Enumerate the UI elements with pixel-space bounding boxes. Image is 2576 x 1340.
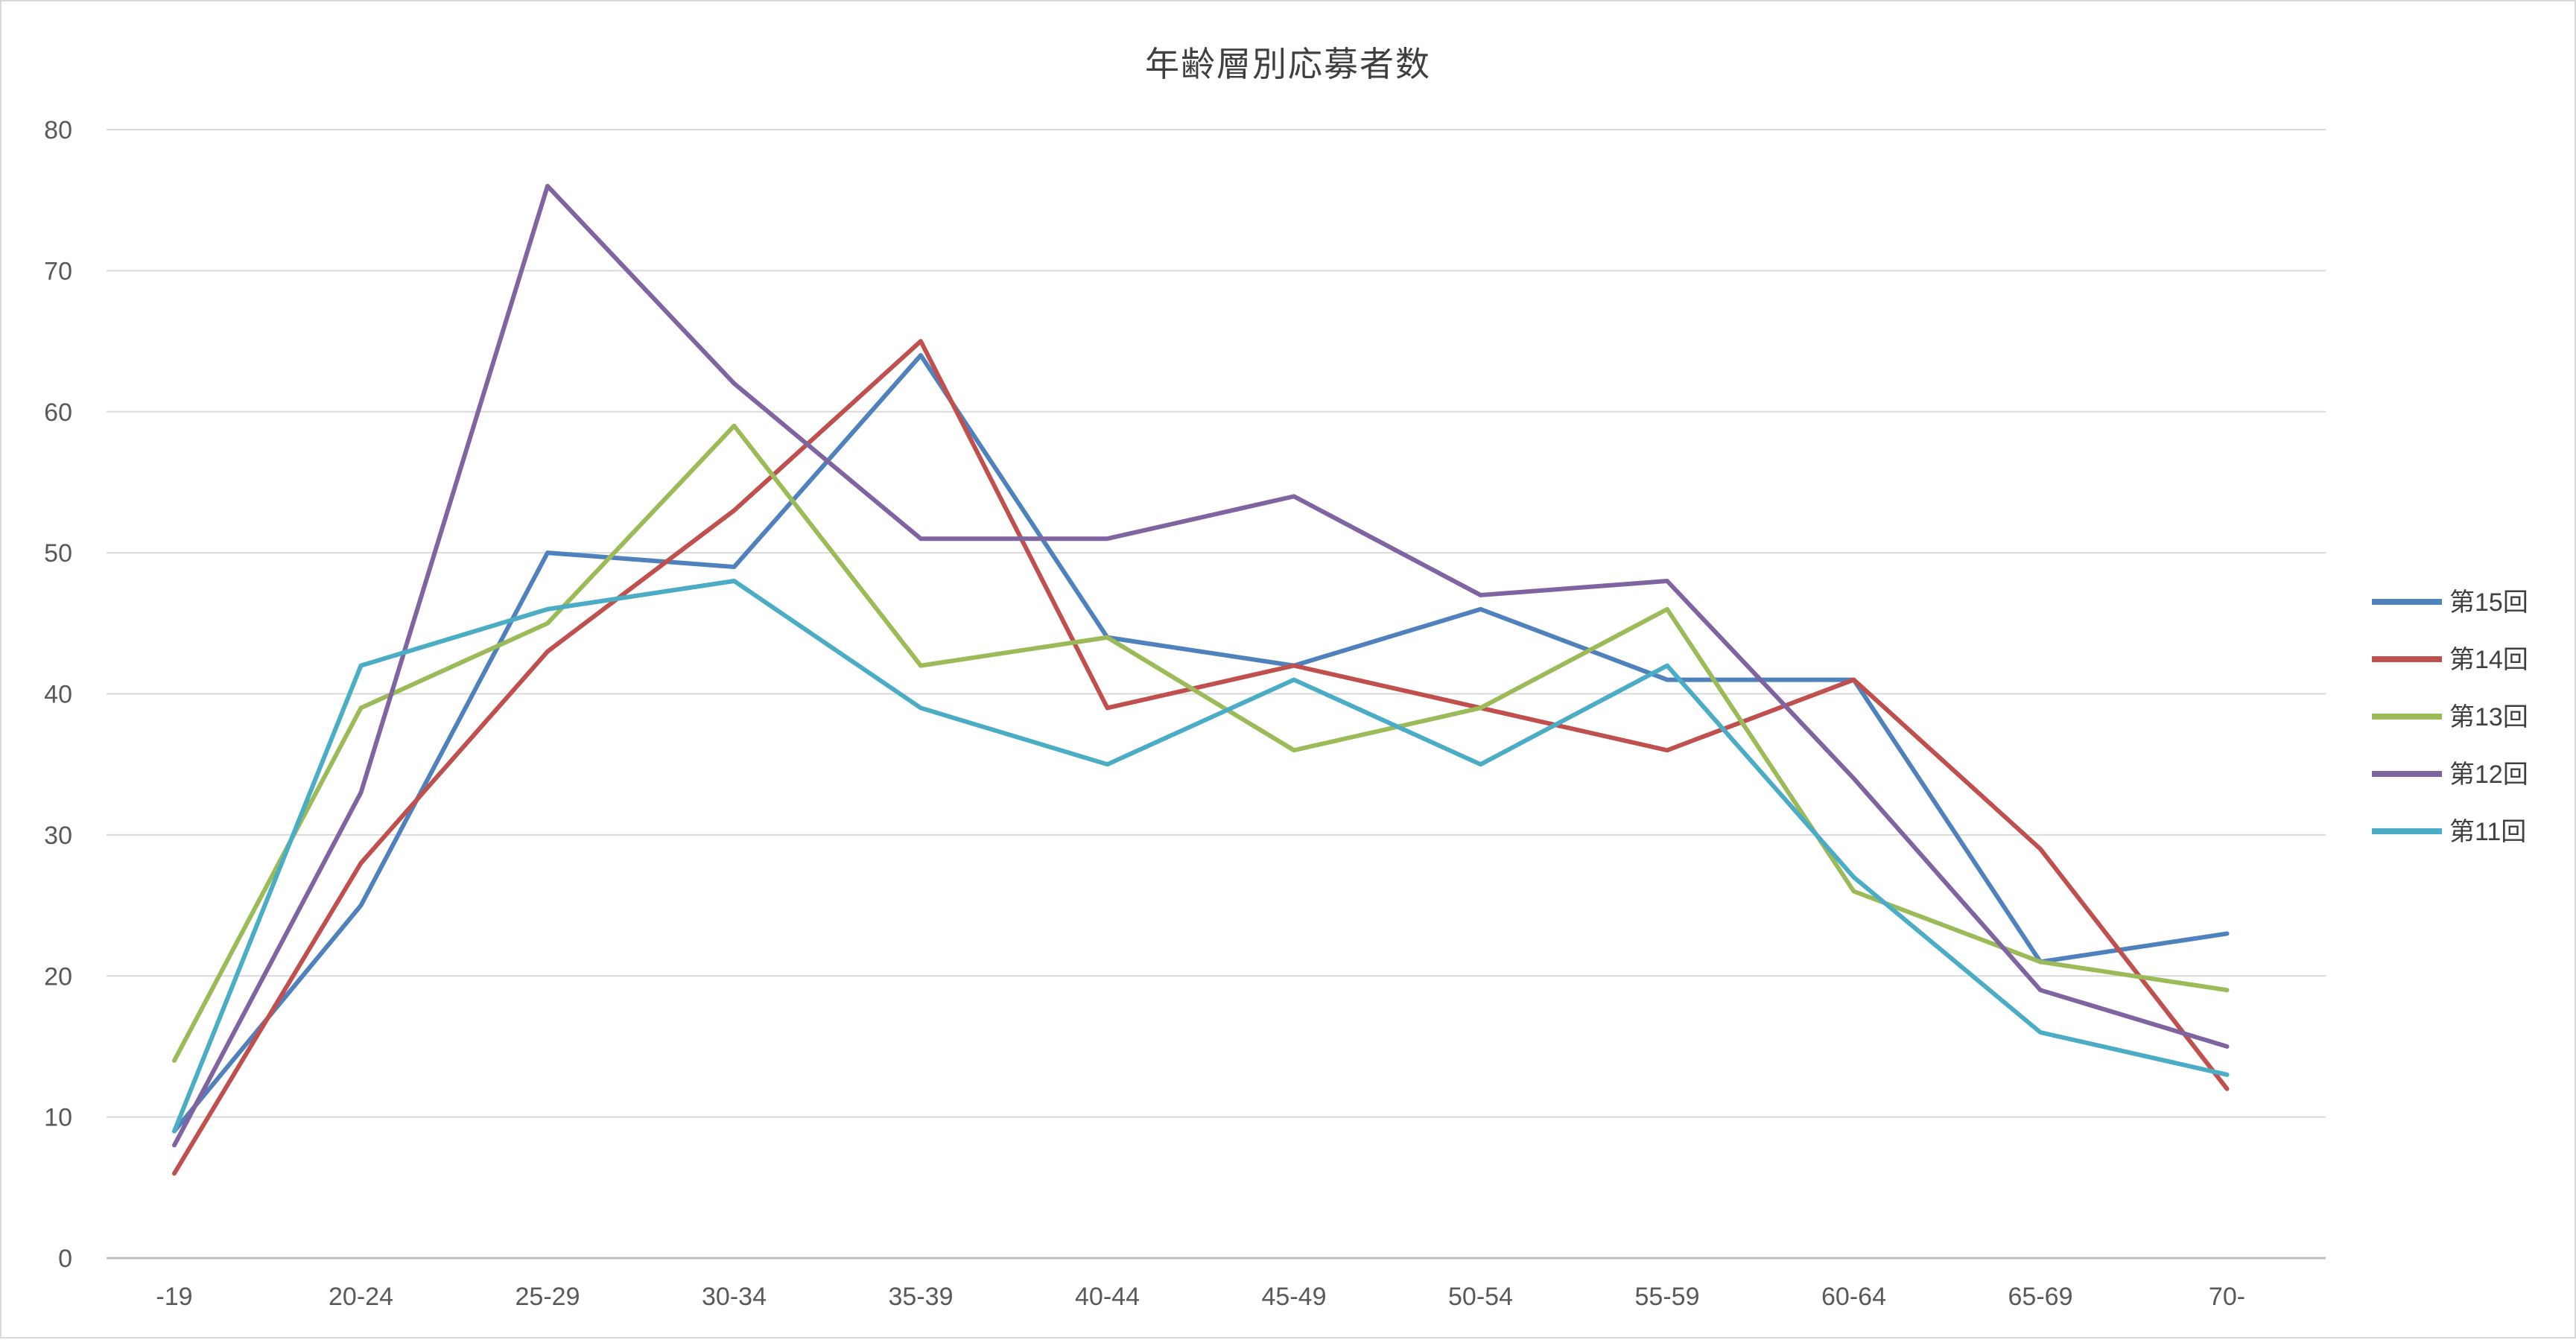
x-axis-category-label: 45-49 [1262, 1283, 1327, 1311]
y-axis-tick-label: 50 [44, 539, 72, 568]
legend-item: 第15回 [2372, 588, 2528, 617]
x-axis-category-label: 60-64 [1821, 1283, 1886, 1311]
legend-line-swatch [2372, 828, 2442, 834]
legend-label: 第13回 [2449, 703, 2528, 731]
legend-line-swatch [2372, 714, 2442, 720]
y-axis-tick-label: 0 [58, 1245, 72, 1273]
x-axis-category-label: 55-59 [1635, 1283, 1700, 1311]
x-axis-category-label: 40-44 [1075, 1283, 1140, 1311]
x-axis-category-label: 30-34 [702, 1283, 767, 1311]
x-axis-category-label: -19 [156, 1283, 192, 1311]
legend-line-swatch [2372, 599, 2442, 605]
legend-label: 第11回 [2449, 818, 2526, 846]
legend-line-swatch [2372, 656, 2442, 662]
y-axis-tick-label: 40 [44, 681, 72, 709]
line-series-第12回 [172, 183, 2230, 1148]
line-series-第15回 [172, 353, 2230, 1134]
legend-item: 第14回 [2372, 646, 2528, 674]
x-axis-category-label: 70- [2209, 1283, 2245, 1311]
line-series-第13回 [172, 423, 2230, 1063]
y-axis-tick-label: 80 [44, 116, 72, 145]
y-axis-tick-label: 60 [44, 398, 72, 427]
x-axis-category-label: 50-54 [1448, 1283, 1513, 1311]
y-axis-tick-label: 30 [44, 822, 72, 850]
x-axis-category-label: 20-24 [329, 1283, 393, 1311]
legend-label: 第15回 [2449, 588, 2528, 617]
legend-line-swatch [2372, 771, 2442, 777]
legend-item: 第11回 [2372, 818, 2526, 846]
legend-item: 第13回 [2372, 703, 2528, 731]
legend-label: 第14回 [2449, 646, 2528, 674]
y-axis-tick-label: 70 [44, 257, 72, 285]
chart-title: 年齢層別応募者数 [1145, 45, 1431, 83]
legend-label: 第12回 [2449, 761, 2528, 789]
y-axis-tick-label: 10 [44, 1104, 72, 1132]
x-axis-category-label: 25-29 [515, 1283, 580, 1311]
line-series-第14回 [172, 339, 2230, 1176]
y-axis-tick-label: 20 [44, 962, 72, 991]
line-series-第11回 [172, 579, 2230, 1134]
x-axis-category-label: 65-69 [2008, 1283, 2073, 1311]
x-axis-category-label: 35-39 [889, 1283, 954, 1311]
legend-item: 第12回 [2372, 761, 2528, 789]
